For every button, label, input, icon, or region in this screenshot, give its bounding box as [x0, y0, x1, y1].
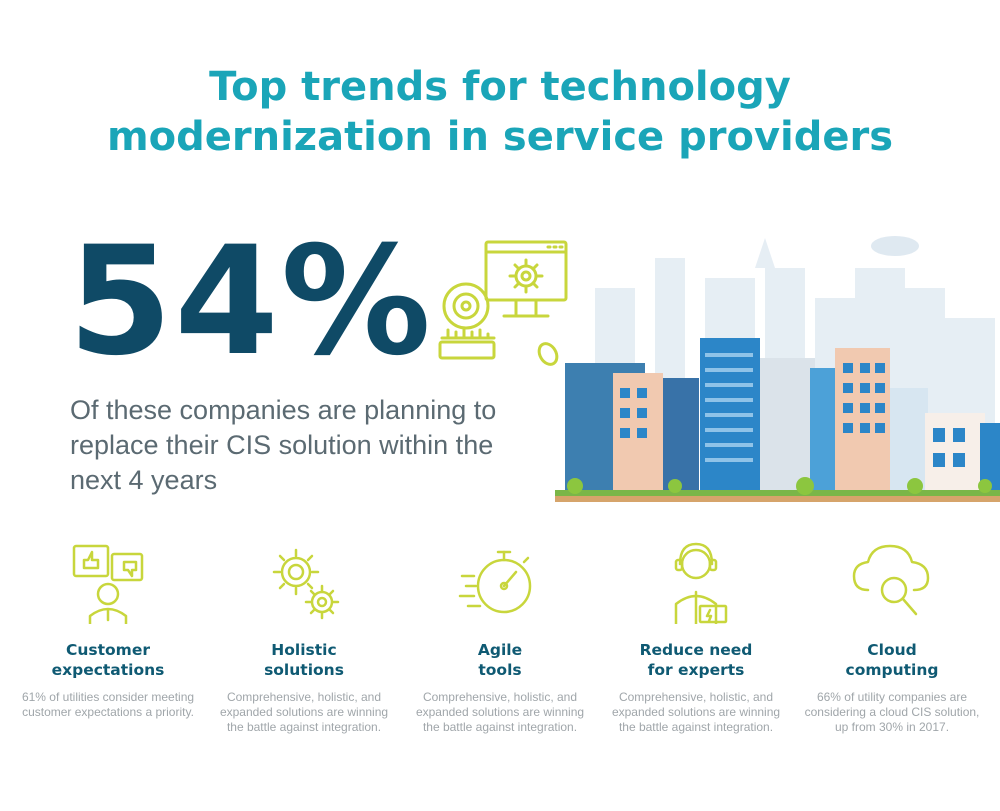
feature-desc-line-2: expanded solutions are winning: [415, 705, 585, 719]
feature-holistic-solutions: Holistic solutions Comprehensive, holist…: [206, 540, 402, 735]
feature-title-line-2: expectations: [51, 661, 165, 679]
stopwatch-icon: [458, 550, 532, 614]
feature-desc-line-1: 66% of utility companies are: [816, 690, 968, 704]
feature-desc-line-3: up from 30% in 2017.: [834, 720, 950, 734]
feature-desc-line-2: expanded solutions are winning: [219, 705, 389, 719]
feature-desc-line-1: Comprehensive, holistic, and: [422, 690, 578, 704]
feature-cloud-computing: Cloud computing 66% of utility companies…: [794, 540, 990, 735]
computer-settings-icon: [438, 240, 568, 366]
feature-desc-line-3: the battle against integration.: [422, 720, 578, 734]
feature-title-line-2: for experts: [647, 661, 745, 679]
feature-desc-line-3: the battle against integration.: [618, 720, 774, 734]
expert-icon: [674, 542, 728, 624]
page-title: Top trends for technology modernization …: [0, 62, 1000, 162]
cloud-search-icon: [852, 544, 930, 616]
feature-agile-tools: Agile tools Comprehensive, holistic, and…: [402, 540, 598, 735]
customer-feedback-icon: [72, 544, 144, 624]
gears-icon: [272, 548, 340, 620]
title-line-1: Top trends for technology: [209, 64, 791, 110]
feature-title-line-1: Holistic: [271, 641, 337, 659]
feature-title-line-1: Agile: [477, 641, 523, 659]
title-line-2: modernization in service providers: [106, 114, 894, 160]
feature-title-line-1: Cloud: [867, 641, 917, 659]
feature-title-line-1: Reduce need: [639, 641, 753, 659]
feature-title-line-2: tools: [478, 661, 522, 679]
headline-description: Of these companies are planning to repla…: [70, 395, 497, 495]
city-skyline-illustration: [555, 236, 1000, 502]
feature-desc-line-3: the battle against integration.: [226, 720, 382, 734]
feature-title-line-2: computing: [845, 661, 939, 679]
feature-title-line-1: Customer: [65, 641, 150, 659]
feature-desc-line-1: Comprehensive, holistic, and: [618, 690, 774, 704]
feature-desc-line-2: customer expectations a priority.: [22, 705, 194, 719]
headline-stat: 54%: [68, 215, 434, 389]
feature-desc-line-2: expanded solutions are winning: [611, 705, 781, 719]
feature-desc-line-1: Comprehensive, holistic, and: [226, 690, 382, 704]
feature-title-line-2: solutions: [264, 661, 344, 679]
feature-desc-line-2: considering a cloud CIS solution,: [804, 705, 980, 719]
feature-desc-line-1: 61% of utilities consider meeting: [21, 690, 195, 704]
feature-customer-expectations: Customer expectations 61% of utilities c…: [10, 540, 206, 720]
feature-reduce-experts: Reduce need for experts Comprehensive, h…: [598, 540, 794, 735]
